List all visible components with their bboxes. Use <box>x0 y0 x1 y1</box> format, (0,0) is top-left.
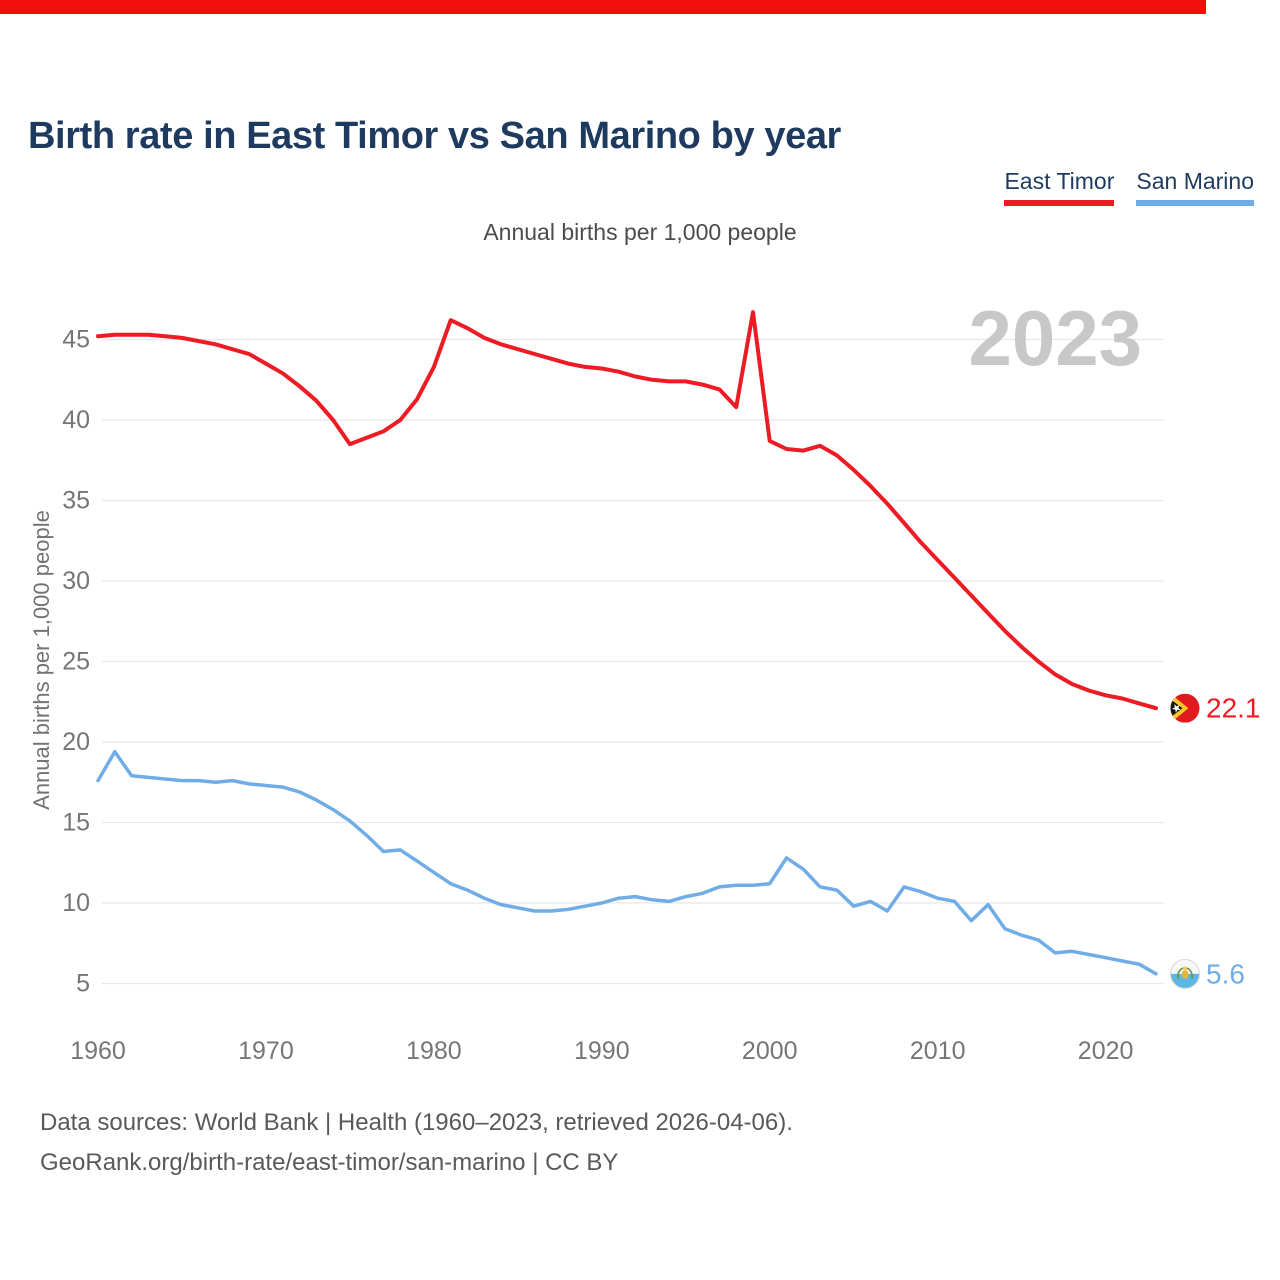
x-tick-1970: 1970 <box>238 1037 294 1065</box>
east-timor-flag-icon <box>1170 693 1200 723</box>
footer-data-sources: Data sources: World Bank | Health (1960–… <box>40 1109 793 1136</box>
x-tick-2000: 2000 <box>742 1037 798 1065</box>
legend-label-east-timor: East Timor <box>1004 168 1115 194</box>
x-tick-1990: 1990 <box>574 1037 630 1065</box>
footer-url: GeoRank.org/birth-rate/east-timor/san-ma… <box>40 1149 619 1176</box>
y-tick-25: 25 <box>62 648 90 676</box>
y-tick-45: 45 <box>62 326 90 354</box>
x-tick-1980: 1980 <box>406 1037 462 1065</box>
x-tick-1960: 1960 <box>70 1037 126 1065</box>
san-marino-flag-ring <box>1170 958 1200 989</box>
san-marino-end-value: 5.6 <box>1206 958 1245 989</box>
y-tick-35: 35 <box>62 487 90 515</box>
y-tick-40: 40 <box>62 406 90 434</box>
y-tick-20: 20 <box>62 728 90 756</box>
top-accent-bar <box>0 0 1206 14</box>
chart-subtitle: Annual births per 1,000 people <box>483 219 797 245</box>
x-tick-2010: 2010 <box>910 1037 966 1065</box>
page-title: Birth rate in East Timor vs San Marino b… <box>28 115 841 158</box>
san-marino-flag-icon <box>1170 959 1200 989</box>
east-timor-line <box>96 310 1158 711</box>
y-tick-5: 5 <box>76 970 90 998</box>
y-tick-15: 15 <box>62 809 90 837</box>
legend-underline-east-timor <box>1004 200 1115 206</box>
legend-underline-san-marino <box>1136 200 1254 206</box>
san-marino-line <box>96 749 1158 976</box>
year-watermark: 2023 <box>968 294 1142 382</box>
legend-item-east-timor[interactable]: East Timor <box>1004 168 1115 206</box>
y-tick-30: 30 <box>62 567 90 595</box>
x-tick-2020: 2020 <box>1078 1037 1134 1065</box>
legend: East Timor San Marino <box>1004 168 1254 206</box>
legend-label-san-marino: San Marino <box>1136 168 1254 194</box>
east-timor-end-value: 22.1 <box>1206 693 1261 724</box>
y-tick-10: 10 <box>62 889 90 917</box>
footer: Data sources: World Bank | Health (1960–… <box>40 1103 793 1183</box>
legend-item-san-marino[interactable]: San Marino <box>1136 168 1254 206</box>
